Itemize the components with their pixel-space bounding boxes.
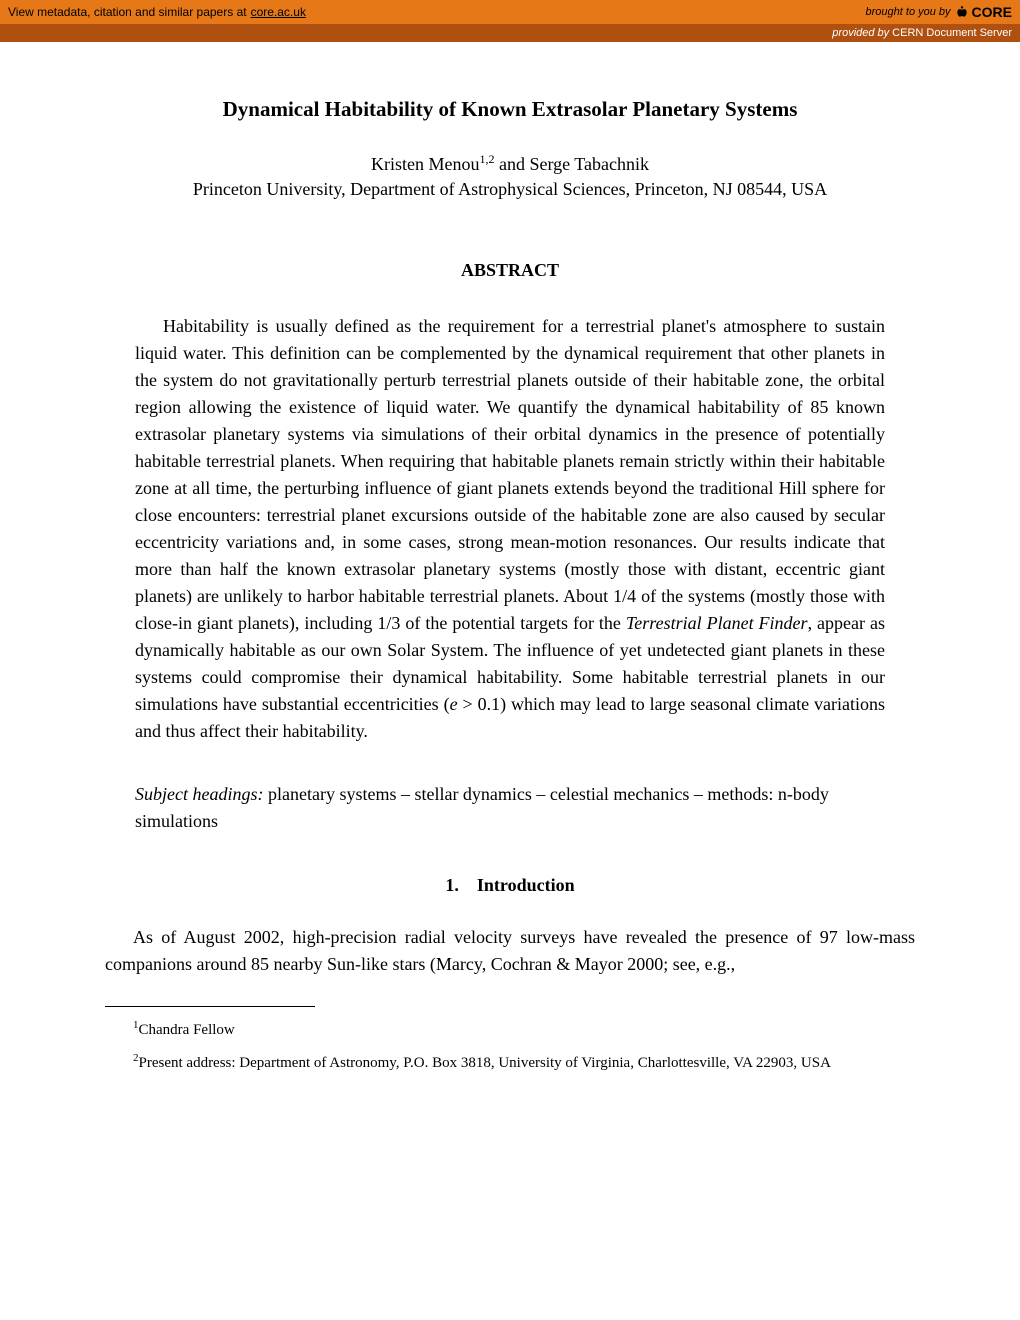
banner-brand-section: brought to you by CORE [866,4,1012,20]
authors-line: Kristen Menou1,2 and Serge Tabachnik [105,152,915,175]
core-apple-icon [955,5,969,19]
abstract-body-1: Habitability is usually defined as the r… [135,316,885,633]
subject-headings-label: Subject headings: [135,784,263,804]
subject-headings: Subject headings: planetary systems – st… [135,781,885,835]
author-1: Kristen Menou [371,154,479,174]
abstract-heading: ABSTRACT [105,260,915,281]
affiliation-line: Princeton University, Department of Astr… [105,179,915,200]
brought-by-text: brought to you by [866,6,951,18]
core-banner-bottom: provided by CERN Document Server [0,24,1020,42]
footnote-1-text: Chandra Fellow [139,1022,235,1038]
banner-metadata-section: View metadata, citation and similar pape… [8,5,306,19]
core-link[interactable]: core.ac.uk [251,5,306,19]
eccentricity-symbol: e [450,694,458,714]
core-logo[interactable]: CORE [955,4,1012,20]
footnote-2: 2Present address: Department of Astronom… [105,1050,915,1075]
paper-content: Dynamical Habitability of Known Extrasol… [0,42,1020,1074]
author-separator: and [494,154,529,174]
footnote-rule [105,1006,315,1007]
provider-link[interactable]: CERN Document Server [892,27,1012,39]
core-brand-text: CORE [972,4,1012,20]
intro-paragraph: As of August 2002, high-precision radial… [105,924,915,978]
paper-title: Dynamical Habitability of Known Extrasol… [105,97,915,122]
section-1-heading: 1. Introduction [105,875,915,896]
author-2: Serge Tabachnik [529,154,649,174]
author-1-affil-marks: 1,2 [479,152,494,166]
provided-by-label: provided by [832,27,889,39]
abstract-paragraph: Habitability is usually defined as the r… [135,313,885,745]
footnote-1: 1Chandra Fellow [105,1017,915,1042]
tpf-italic: Terrestrial Planet Finder [626,613,808,633]
metadata-prefix-text: View metadata, citation and similar pape… [8,5,247,19]
core-banner-top: View metadata, citation and similar pape… [0,0,1020,24]
footnote-2-text: Present address: Department of Astronomy… [139,1055,831,1071]
